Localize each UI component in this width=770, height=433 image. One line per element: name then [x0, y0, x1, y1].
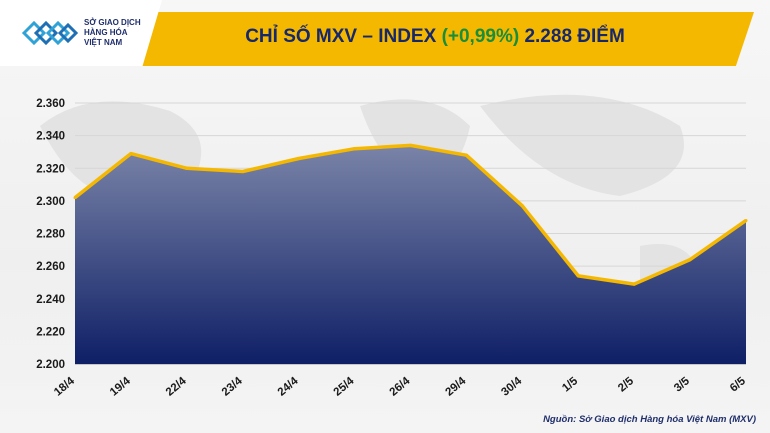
y-tick-label: 2.320: [36, 163, 65, 175]
x-tick-label: 2/5: [616, 375, 636, 395]
chart-title: CHỈ SỐ MXV – INDEX (+0,99%) 2.288 ĐIỂM: [200, 26, 670, 52]
data-point: [464, 153, 468, 157]
y-tick-label: 2.240: [36, 294, 65, 306]
x-tick-label: 1/5: [560, 375, 580, 395]
logo-line: SỞ GIAO DỊCH: [84, 18, 141, 27]
x-tick-label: 6/5: [728, 375, 748, 395]
y-tick-label: 2.220: [36, 326, 65, 338]
y-tick-label: 2.260: [36, 261, 65, 273]
x-tick-label: 19/4: [108, 375, 133, 399]
logo-line: HÀNG HÓA: [84, 28, 128, 37]
logo-text: SỞ GIAO DỊCH HÀNG HÓA VIỆT NAM: [84, 18, 150, 48]
title-suffix: 2.288 ĐIỂM: [519, 26, 625, 47]
data-point: [632, 282, 636, 286]
x-tick-label: 3/5: [672, 375, 692, 395]
x-tick-label: 25/4: [332, 375, 357, 399]
x-tick-label: 29/4: [443, 375, 468, 399]
x-tick-label: 22/4: [164, 375, 189, 399]
data-point: [409, 143, 412, 147]
series-area: [75, 145, 746, 364]
data-point: [576, 274, 580, 278]
title-prefix: CHỈ SỐ MXV – INDEX: [245, 26, 442, 47]
y-tick-label: 2.280: [36, 229, 65, 241]
data-point: [744, 218, 748, 222]
y-tick-label: 2.200: [36, 359, 65, 371]
y-axis: 2.200 2.220 2.240 2.260 2.280 2.300 2.320 2.340…: [36, 98, 65, 371]
x-tick-label: 18/4: [52, 375, 77, 399]
x-tick-label: 26/4: [388, 375, 413, 399]
source-note: Nguồn: Sở Giao dịch Hàng hóa Việt Nam (M…: [543, 414, 756, 425]
logo: SỞ GIAO DỊCH HÀNG HÓA VIỆT NAM: [0, 0, 162, 66]
data-point: [353, 147, 357, 151]
data-point: [73, 196, 77, 200]
data-point: [129, 152, 133, 156]
x-tick-label: 23/4: [220, 375, 245, 399]
data-point: [520, 204, 524, 208]
y-tick-label: 2.300: [36, 196, 65, 208]
y-tick-label: 2.360: [36, 98, 65, 110]
logo-line: VIỆT NAM: [84, 38, 123, 47]
x-tick-label: 24/4: [276, 375, 301, 399]
mxv-logo-icon: [22, 20, 78, 46]
data-point: [688, 258, 692, 262]
title-change: (+0,99%): [441, 26, 520, 47]
data-point: [297, 156, 301, 160]
x-tick-label: 30/4: [499, 375, 524, 399]
plot-area: [73, 143, 748, 364]
data-point: [241, 170, 245, 174]
y-tick-label: 2.340: [36, 131, 65, 143]
x-axis: 18/4 19/4 22/4 23/4 24/4 25/4 26/4 29/4 30/4 1/5 2…: [52, 363, 748, 399]
data-point: [185, 166, 189, 170]
